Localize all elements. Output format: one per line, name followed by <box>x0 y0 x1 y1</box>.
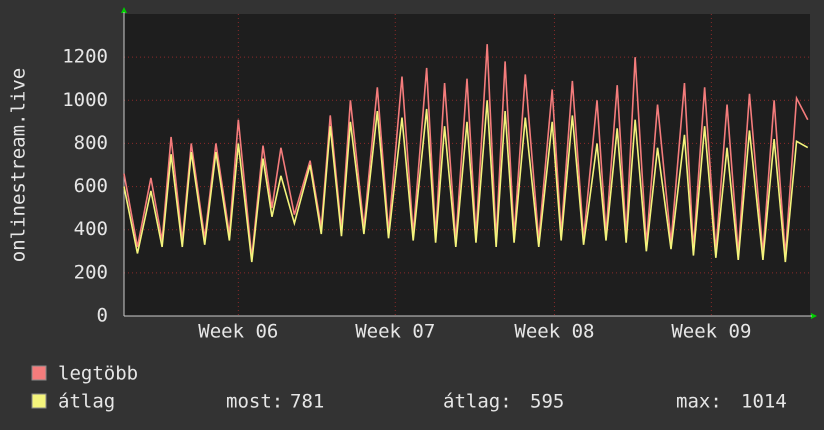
legend-label: legtöbb <box>58 363 138 385</box>
stat-label: max: <box>676 391 722 413</box>
stat-value: 595 <box>530 391 564 413</box>
axis-arrow <box>121 7 127 13</box>
y-tick-label: 800 <box>74 132 108 154</box>
legend-swatch <box>31 393 47 409</box>
legend-label: átlag <box>58 391 115 413</box>
y-tick-label: 200 <box>74 261 108 283</box>
stat-label: átlag: <box>443 391 512 413</box>
stat-label: most: <box>226 391 283 413</box>
y-tick-label: 600 <box>74 175 108 197</box>
series-line <box>123 44 809 258</box>
x-tick-label: Week 06 <box>198 321 278 343</box>
plot-area <box>124 14 810 316</box>
series-line <box>123 100 809 263</box>
axis-arrow <box>811 313 817 319</box>
stat-value: 781 <box>290 391 324 413</box>
x-tick-label: Week 07 <box>355 321 435 343</box>
y-axis-label: onlinestream.live <box>8 68 30 262</box>
y-tick-label: 400 <box>74 218 108 240</box>
x-tick-label: Week 08 <box>514 321 594 343</box>
y-tick-label: 1200 <box>62 46 108 68</box>
y-tick-label: 0 <box>97 305 108 327</box>
y-tick-label: 1000 <box>62 89 108 111</box>
x-tick-label: Week 09 <box>671 321 751 343</box>
stat-value: 1014 <box>741 391 787 413</box>
legend-swatch <box>31 365 47 381</box>
